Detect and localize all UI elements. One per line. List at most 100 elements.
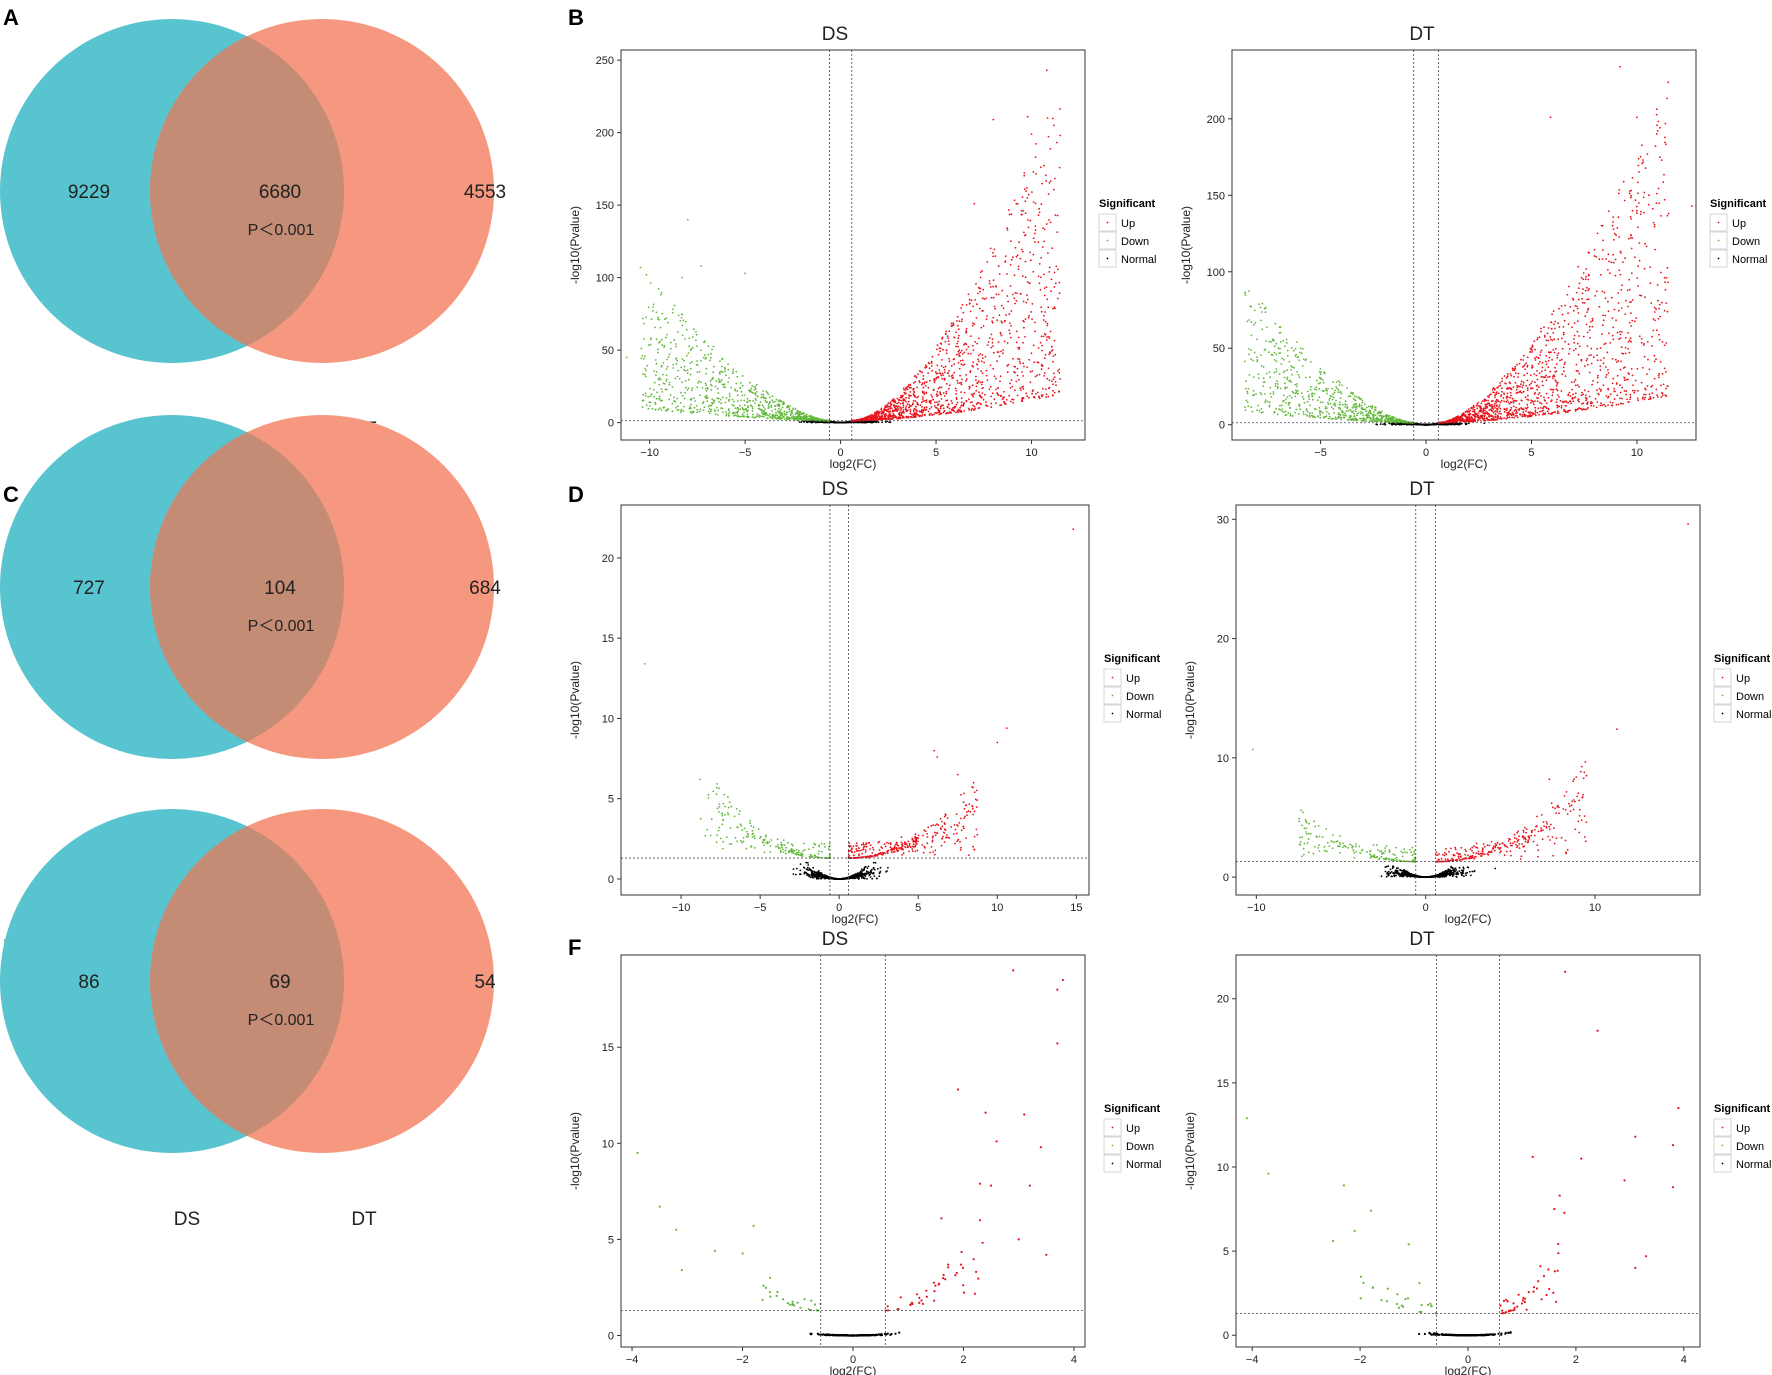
point-up	[905, 396, 907, 399]
point-up	[955, 389, 958, 392]
point-up	[942, 411, 945, 414]
point-up	[1556, 406, 1559, 409]
point-up	[1498, 412, 1500, 415]
point-down	[764, 408, 766, 411]
point-down	[736, 390, 739, 392]
point-up	[897, 405, 900, 408]
point-down	[804, 416, 806, 419]
point-up	[1556, 356, 1559, 359]
point-up	[1642, 344, 1645, 346]
point-down	[697, 382, 699, 384]
point-down	[691, 387, 694, 390]
point-up	[1655, 388, 1658, 391]
point-up	[1523, 415, 1526, 418]
point-up	[950, 322, 953, 325]
point-down	[808, 415, 811, 417]
point-down	[706, 386, 709, 389]
point-up	[1054, 353, 1057, 356]
point-up	[874, 412, 876, 415]
point-up	[1560, 358, 1563, 361]
point-down	[666, 365, 669, 368]
point-up	[941, 372, 944, 375]
point-down	[813, 418, 816, 420]
point-down	[679, 411, 682, 413]
point-up	[886, 403, 889, 406]
point-up	[925, 401, 928, 404]
point-up	[1572, 349, 1575, 352]
y-axis-label: -log10(Pvalue)	[568, 206, 582, 284]
point-down	[674, 400, 677, 403]
point-up	[1542, 376, 1544, 378]
point-up	[925, 406, 928, 408]
point-up	[930, 394, 933, 396]
point-up	[1597, 374, 1599, 377]
point-up	[1660, 271, 1662, 274]
point-up	[1044, 353, 1047, 356]
point-up	[1483, 415, 1486, 418]
point-down	[677, 331, 679, 333]
point-up	[1026, 294, 1028, 297]
point-up	[1609, 272, 1611, 275]
point-down	[753, 388, 756, 391]
point-normal	[1432, 423, 1435, 426]
point-up	[1638, 294, 1641, 297]
point-down	[732, 370, 735, 373]
point-up	[1587, 363, 1589, 366]
point-up	[1491, 403, 1493, 406]
point-up	[1616, 361, 1618, 363]
point-down	[709, 410, 712, 413]
point-up	[1018, 346, 1021, 349]
point-up	[891, 399, 893, 402]
point-up	[1045, 339, 1048, 341]
point-up	[1611, 296, 1613, 299]
point-up	[913, 375, 916, 377]
point-down	[759, 401, 762, 403]
point-up	[1514, 365, 1517, 368]
point-up	[975, 317, 978, 319]
point-up	[1505, 417, 1508, 420]
panel-letter-b: B	[568, 5, 584, 30]
point-up	[1049, 221, 1052, 224]
point-down	[661, 312, 664, 315]
point-up	[908, 397, 910, 399]
point-up	[1612, 228, 1615, 231]
point-up	[1499, 410, 1501, 413]
point-up	[922, 378, 925, 380]
point-up	[957, 361, 960, 364]
point-up	[1667, 281, 1669, 284]
point-down	[731, 403, 734, 406]
point-up	[1021, 196, 1024, 199]
point-up	[1576, 305, 1578, 308]
point-up	[1607, 253, 1610, 256]
point-up	[1040, 257, 1042, 259]
point-down	[660, 409, 663, 411]
point-up	[967, 352, 970, 355]
point-up	[1618, 269, 1621, 272]
point-up	[1600, 388, 1603, 391]
point-up	[1642, 196, 1645, 199]
point-up	[995, 402, 997, 404]
point-up	[1032, 344, 1035, 347]
point-up	[1004, 319, 1006, 322]
point-up	[998, 314, 1001, 316]
point-up	[1590, 401, 1592, 403]
point-down	[652, 303, 655, 306]
point-up	[1629, 396, 1632, 399]
point-up	[1624, 313, 1627, 315]
point-down	[703, 340, 706, 343]
point-up	[960, 410, 962, 413]
point-up	[889, 401, 892, 403]
point-down	[683, 359, 685, 362]
point-up	[1637, 226, 1639, 229]
point-up	[959, 374, 961, 377]
point-down	[683, 368, 685, 371]
point-down	[727, 368, 730, 371]
point-up	[1549, 336, 1552, 338]
point-up	[1483, 400, 1486, 403]
point-up	[1629, 393, 1632, 396]
point-up	[955, 398, 958, 400]
point-up	[1510, 394, 1512, 397]
point-up	[1637, 202, 1640, 204]
point-up	[999, 380, 1001, 383]
